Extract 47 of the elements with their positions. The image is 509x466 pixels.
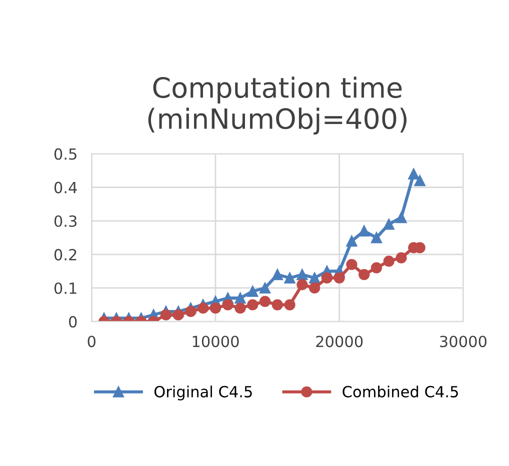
point (247, 286, 258, 297)
y-tick-label: 0.1 (54, 282, 76, 294)
point (309, 272, 320, 284)
point (272, 299, 283, 310)
legend-label: Combined C4.5 (342, 386, 458, 398)
x-tick-label: 20000 (316, 336, 363, 348)
point (198, 302, 209, 314)
point (383, 256, 394, 267)
legend-label: Original C4.5 (154, 386, 252, 400)
y-tick-label: 0.2 (54, 248, 76, 260)
point (234, 302, 246, 314)
point (247, 299, 258, 310)
point (383, 218, 394, 230)
point (185, 306, 196, 318)
point (284, 299, 296, 310)
chart-title: Computation time (minNumObj=400) (148, 76, 407, 135)
point (396, 252, 407, 264)
point (321, 272, 333, 284)
y-tick-label: 0 (69, 316, 77, 328)
point (414, 175, 426, 186)
point (272, 269, 283, 280)
x-tick-label: 10000 (192, 336, 239, 348)
y-tick-label: 0.4 (54, 182, 77, 194)
point (234, 292, 246, 304)
y-tick-label: 0.3 (54, 215, 77, 227)
point (358, 269, 370, 280)
point (284, 272, 296, 284)
point (370, 232, 382, 244)
point (160, 309, 172, 320)
x-tick-label: 30000 (440, 336, 486, 348)
point (358, 225, 370, 237)
x-tick-label: 0 (88, 336, 96, 348)
point (210, 302, 222, 314)
y-tick-label: 0.5 (54, 148, 76, 160)
point (172, 309, 184, 320)
point (259, 282, 271, 294)
point (346, 258, 358, 270)
point (396, 212, 407, 224)
point (346, 235, 358, 247)
point (370, 262, 382, 274)
point (296, 269, 308, 280)
point (296, 279, 308, 290)
point (408, 168, 420, 180)
point (222, 299, 234, 310)
point (334, 272, 345, 284)
point (309, 282, 320, 294)
point (259, 296, 271, 307)
